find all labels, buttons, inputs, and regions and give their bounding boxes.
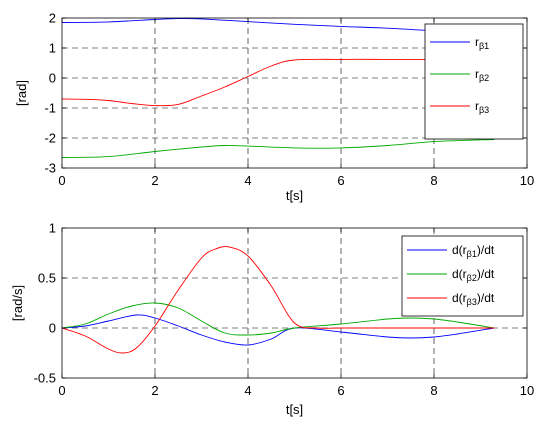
x-tick-label: 0 <box>58 173 65 188</box>
series-line-2 <box>62 302 495 336</box>
x-tick-label: 2 <box>151 383 158 398</box>
legend-label-3: rβ3 <box>475 99 489 115</box>
x-axis-label: t[s] <box>286 402 303 417</box>
legend-box <box>424 23 524 140</box>
chart-1: 0 2 4 6 8 10 -3 -2 -1 0 1 2 t[s] [rad] rβ1 rβ2 rβ3 <box>14 11 534 204</box>
y-tick-label: 0 <box>49 71 56 86</box>
chart-2: 0 2 4 6 8 10-0.500.51t[s][rad/s]d(rβ1)/dtd(rβ… <box>10 221 534 418</box>
x-tick-label: 6 <box>337 173 344 188</box>
y-tick-label: 1 <box>49 221 56 236</box>
y-tick-label: -2 <box>44 131 56 146</box>
y-tick-label: -0.5 <box>34 371 56 386</box>
y-tick-label: -3 <box>44 161 56 176</box>
x-tick-label: 8 <box>430 173 437 188</box>
y-axis-label: [rad/s] <box>10 285 25 321</box>
legend-label-1: rβ1 <box>475 35 489 51</box>
y-axis-label: [rad] <box>14 80 29 106</box>
x-tick-label: 6 <box>337 383 344 398</box>
legend-label-1: d(rβ1)/dt <box>452 243 495 259</box>
x-tick-label: 4 <box>244 383 251 398</box>
series-line-1 <box>62 314 495 346</box>
legend-label-2: rβ2 <box>475 67 489 83</box>
x-tick-label: 2 <box>151 173 158 188</box>
legend: d(rβ1)/dt d(rβ2)/dt d(rβ3)/dt <box>401 235 524 317</box>
legend-box <box>401 235 524 317</box>
x-tick-label: 10 <box>520 383 534 398</box>
legend: rβ1 rβ2 rβ3 <box>424 23 524 140</box>
y-tick-label: 2 <box>49 11 56 26</box>
legend-label-3: d(rβ3)/dt <box>452 291 495 307</box>
y-tick-label: -1 <box>44 101 56 116</box>
axes-box <box>61 227 528 379</box>
x-tick-label: 8 <box>430 383 437 398</box>
axes-box <box>61 17 528 169</box>
x-axis-label: t[s] <box>286 188 303 203</box>
y-tick-label: 0 <box>49 321 56 336</box>
x-tick-label: 0 <box>58 383 65 398</box>
series-line-3 <box>62 246 495 354</box>
y-tick-label: 1 <box>49 41 56 56</box>
y-tick-label: 0.5 <box>38 271 56 286</box>
x-tick-label: 4 <box>244 173 251 188</box>
x-tick-label: 10 <box>520 173 534 188</box>
series-line-3 <box>62 58 495 107</box>
series-line-2 <box>62 139 495 158</box>
legend-label-2: d(rβ2)/dt <box>452 267 495 283</box>
